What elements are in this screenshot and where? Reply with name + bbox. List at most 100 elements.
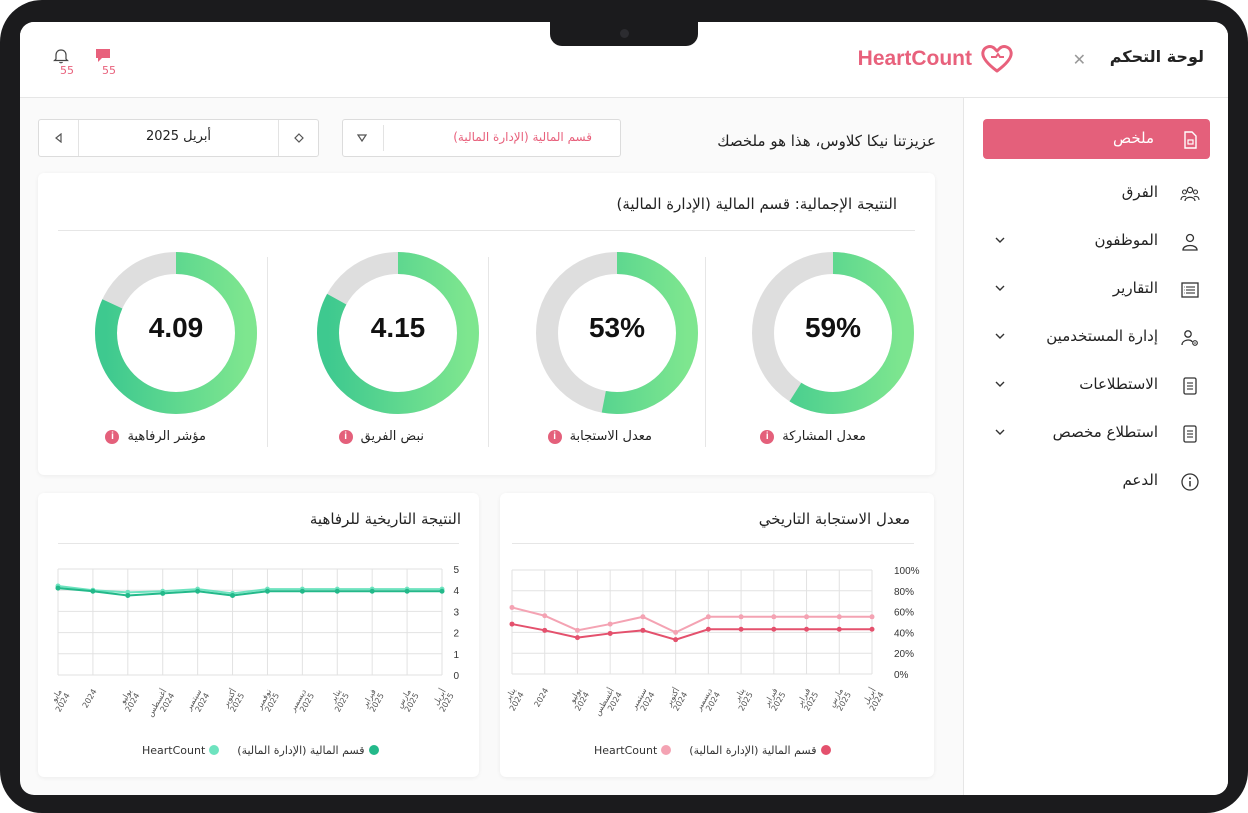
data-point xyxy=(836,614,842,620)
info-icon[interactable]: i xyxy=(105,429,120,444)
sidebar-item-custom-survey[interactable]: استطلاع مخصص xyxy=(983,413,1210,453)
info-icon[interactable]: i xyxy=(547,429,562,444)
series-line xyxy=(511,606,872,634)
previous-month-button[interactable] xyxy=(39,120,79,156)
sidebar-item-label: استطلاع مخصص xyxy=(1052,423,1158,441)
sidebar-item-summary[interactable]: ملخص xyxy=(983,119,1210,159)
gauge-fill xyxy=(536,252,698,414)
gauge-ring xyxy=(752,252,914,414)
data-point xyxy=(195,588,201,594)
sidebar-item-support[interactable]: الدعم xyxy=(983,461,1210,501)
caret-diamond-icon xyxy=(294,133,304,143)
legend-item[interactable]: HeartCount xyxy=(594,744,672,757)
data-point xyxy=(55,585,61,591)
sidebar-item-surveys[interactable]: الاستطلاعات xyxy=(983,365,1210,405)
chevron-down-icon[interactable] xyxy=(993,233,1007,247)
gauge-value: 4.15 xyxy=(370,312,426,343)
chevron-down-icon[interactable] xyxy=(993,377,1007,391)
sidebar-item-label: التقارير xyxy=(1112,279,1158,297)
camera-icon xyxy=(620,29,629,38)
data-point xyxy=(230,593,236,598)
teams-icon xyxy=(1180,186,1200,202)
sidebar-item-label: الدعم xyxy=(1122,471,1158,489)
feedback-button[interactable]: 55 xyxy=(90,47,120,79)
user-settings-icon xyxy=(1181,330,1198,346)
wellbeing-chart-card: النتيجة التاريخية للرفاهية 5 4 3 2 1 0 مايو 202… xyxy=(38,493,479,777)
sidebar-item-reports[interactable]: التقارير xyxy=(983,269,1210,309)
y-tick-label: 0 xyxy=(453,671,459,682)
month-picker: أبريل 2025 xyxy=(38,119,319,157)
caret-left-icon xyxy=(55,133,62,143)
sidebar-item-user-management[interactable]: إدارة المستخدمين xyxy=(983,317,1210,357)
legend-swatch xyxy=(820,745,831,755)
logo: HeartCount xyxy=(858,44,1014,74)
divider xyxy=(267,257,268,447)
chevron-down-icon[interactable] xyxy=(993,329,1007,343)
notifications-button[interactable]: 55 xyxy=(48,47,78,79)
y-tick-label: 60% xyxy=(894,608,914,619)
y-tick-label: 40% xyxy=(894,628,914,639)
legend-label: قسم المالية (الإدارة المالية) xyxy=(689,744,817,757)
data-point xyxy=(607,621,613,627)
chevron-down-icon[interactable] xyxy=(993,425,1007,439)
sidebar-item-label: الفرق xyxy=(1121,183,1158,201)
y-tick-label: 20% xyxy=(894,649,914,660)
feedback-count: 55 xyxy=(102,64,116,77)
card-title: النتيجة الإجمالية: قسم المالية (الإدارة … xyxy=(616,195,897,213)
chart-legend: قسم المالية (الإدارة المالية) HeartCount xyxy=(594,744,831,757)
series-line xyxy=(511,623,872,641)
data-point xyxy=(738,614,744,620)
sidebar-item-label: الاستطلاعات xyxy=(1079,375,1158,393)
legend-swatch xyxy=(209,745,220,755)
gauge-value: 4.09 xyxy=(148,312,204,343)
department-select-value: قسم المالية (الإدارة المالية) xyxy=(453,130,592,144)
data-point xyxy=(771,614,777,620)
data-point xyxy=(640,627,646,633)
sidebar-item-employees[interactable]: الموظفون xyxy=(983,221,1210,261)
greeting-text: عزيزتنا نيكا كلاوس، هذا هو ملخصك xyxy=(717,132,936,150)
data-point xyxy=(673,629,679,635)
y-tick-label: 80% xyxy=(894,587,914,598)
legend-item[interactable]: قسم المالية (الإدارة المالية) xyxy=(237,744,379,757)
data-point xyxy=(542,627,548,633)
app-screen: لوحة التحكم ✕ HeartCount 55 55 مل xyxy=(20,22,1228,795)
data-point xyxy=(738,626,744,632)
data-point xyxy=(705,626,711,632)
gauge-fill xyxy=(95,252,257,414)
gauge-label-text: مؤشر الرفاهية xyxy=(127,429,206,444)
sidebar-item-teams[interactable]: الفرق xyxy=(983,173,1210,213)
data-point xyxy=(542,613,548,619)
series-line xyxy=(57,587,442,597)
month-value: أبريل 2025 xyxy=(145,129,212,144)
info-icon[interactable]: i xyxy=(338,429,353,444)
legend-item[interactable]: HeartCount xyxy=(142,744,220,757)
chart-title: النتيجة التاريخية للرفاهية xyxy=(309,510,461,528)
y-tick-label: 4 xyxy=(453,586,459,597)
next-month-button[interactable] xyxy=(278,120,318,156)
gauge-label-text: معدل المشاركة xyxy=(782,429,866,444)
data-point xyxy=(804,626,810,632)
data-point xyxy=(673,637,679,643)
chart-title: معدل الاستجابة التاريخي xyxy=(758,510,910,528)
gauge-label: مؤشر الرفاهية i xyxy=(105,429,206,444)
data-point xyxy=(439,588,445,594)
gauge-chart: 59% xyxy=(728,228,938,438)
employee-icon xyxy=(1182,233,1198,251)
department-select[interactable]: قسم المالية (الإدارة المالية) xyxy=(342,119,621,157)
data-point xyxy=(160,590,166,596)
y-tick-label: 100% xyxy=(894,566,920,577)
divider xyxy=(512,543,914,544)
legend-swatch xyxy=(368,745,379,755)
page-title: لوحة التحكم xyxy=(1109,47,1204,66)
info-icon[interactable]: i xyxy=(760,429,775,444)
gauge-fill xyxy=(752,252,914,414)
close-icon[interactable]: ✕ xyxy=(1072,50,1086,69)
gauge-value: 53% xyxy=(588,312,646,343)
chevron-down-icon[interactable] xyxy=(993,281,1007,295)
bell-icon xyxy=(53,49,69,64)
divider xyxy=(705,257,706,447)
legend-item[interactable]: قسم المالية (الإدارة المالية) xyxy=(689,744,831,757)
data-point xyxy=(369,588,375,594)
